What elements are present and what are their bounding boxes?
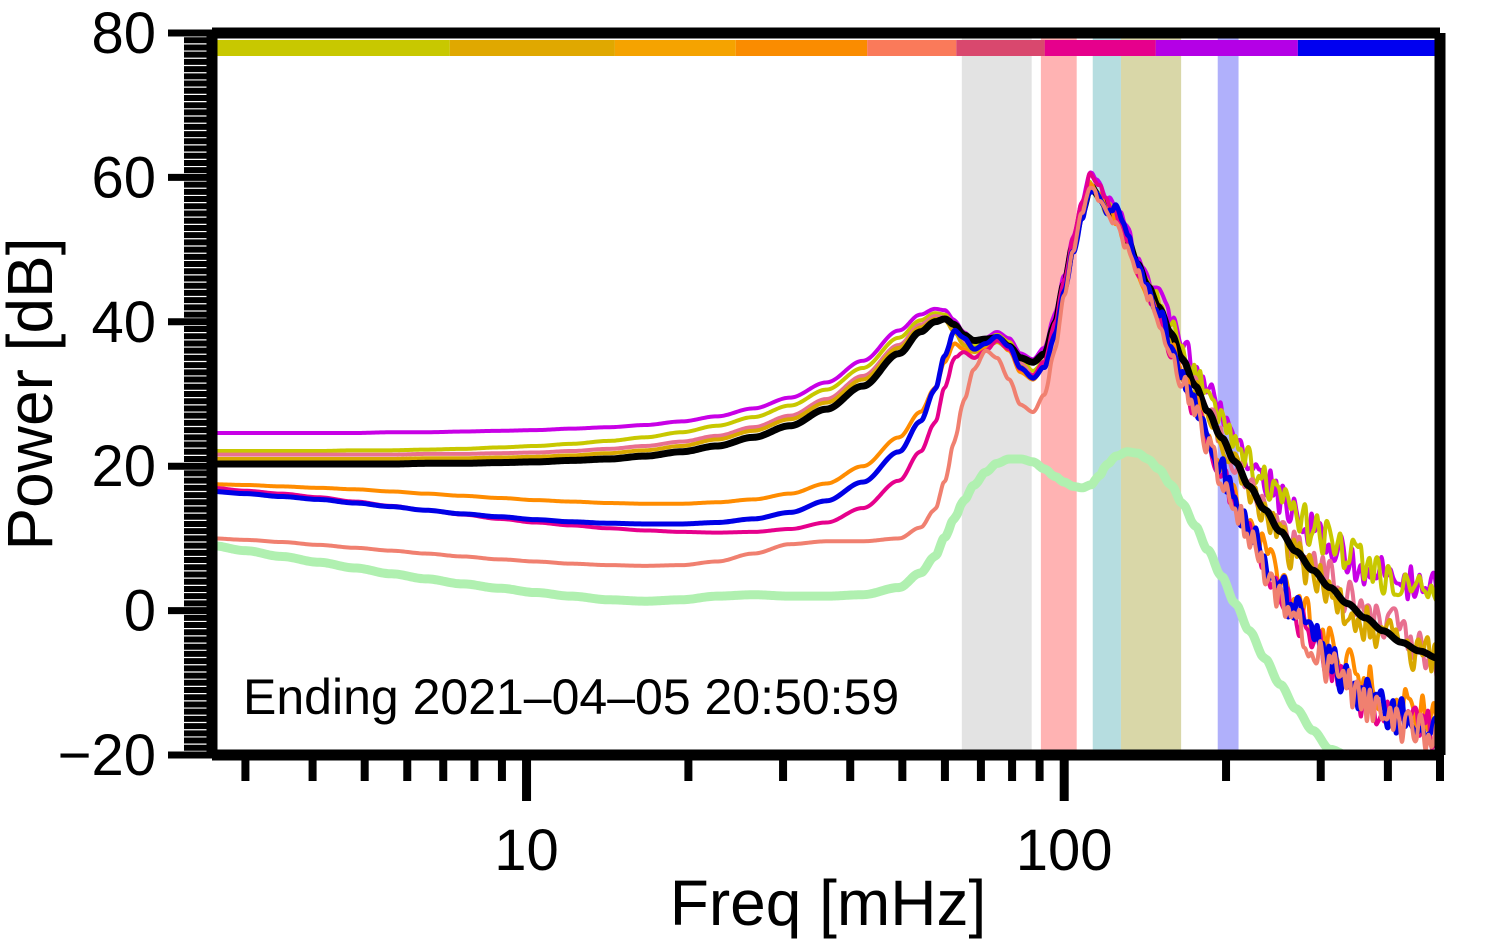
colorbar-segment-7 — [1155, 40, 1298, 56]
colorbar-segment-5 — [956, 40, 1045, 56]
curve-olive — [212, 179, 1440, 603]
colorbar-segment-2 — [614, 40, 736, 56]
colorbar-segment-6 — [1044, 40, 1156, 56]
top-colorbar — [212, 40, 1440, 56]
curve-gold — [212, 182, 1440, 674]
y-tick-label: 40 — [91, 290, 156, 355]
band-cyan — [1092, 33, 1121, 755]
colorbar-segment-0 — [212, 40, 450, 56]
curve-lightgreen — [212, 447, 1440, 755]
band-gray — [961, 33, 1032, 755]
colorbar-segment-8 — [1297, 40, 1440, 56]
y-tick-label: 80 — [91, 1, 156, 66]
x-axis-title: Freq [mHz] — [670, 867, 986, 939]
y-tick-label: −20 — [58, 723, 156, 788]
x-tick-labels: 10 100 — [494, 818, 1112, 883]
y-tick-label: 0 — [124, 579, 156, 644]
ending-timestamp-annotation: Ending 2021‒04‒05 20:50:59 — [243, 669, 899, 725]
curve-salmon — [212, 185, 1440, 752]
colorbar-segment-3 — [735, 40, 868, 56]
band-violet — [1217, 33, 1239, 755]
x-tick-label: 100 — [1016, 818, 1113, 883]
band-olive — [1120, 33, 1182, 755]
curve-pink — [212, 185, 1440, 681]
curve-black-mean — [212, 183, 1440, 662]
y-tick-labels: −20 0 20 40 60 80 — [58, 1, 156, 788]
y-minor-ticks — [168, 29, 212, 759]
curve-blue — [212, 189, 1440, 742]
y-tick-label: 60 — [91, 145, 156, 210]
y-tick-label: 20 — [91, 434, 156, 499]
x-ticks — [241, 755, 1444, 801]
colorbar-segment-1 — [449, 40, 615, 56]
data-series-group — [212, 170, 1440, 755]
y-axis-title: Power [dB] — [0, 237, 66, 550]
shaded-band-group — [961, 33, 1239, 755]
colorbar-segment-4 — [867, 40, 957, 56]
x-tick-label: 10 — [494, 818, 559, 883]
curve-orange — [212, 181, 1440, 737]
